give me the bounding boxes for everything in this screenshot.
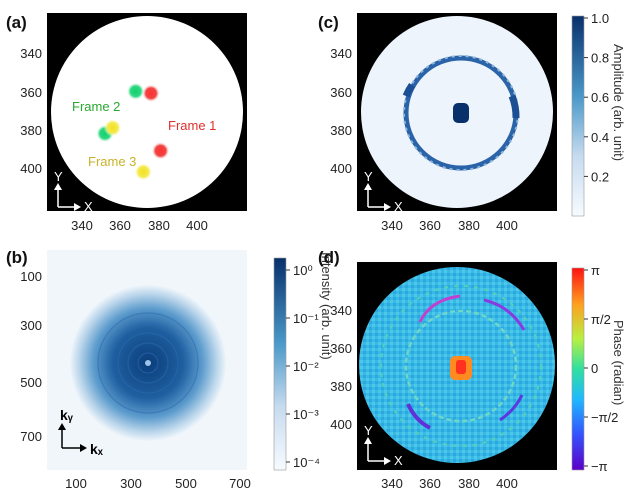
panel-b-yticks: 100 300 500 700 xyxy=(20,269,42,444)
panel-d-xtick: 400 xyxy=(496,476,518,491)
panel-c-axis-x: X xyxy=(394,199,403,214)
panel-b-colorbar-tick: 10⁻⁴ xyxy=(293,455,320,470)
panel-c-colorbar-tick: 0.6 xyxy=(591,90,609,105)
panel-b-colorbar-tick: 10⁻³ xyxy=(293,407,319,422)
panel-a-xtick: 400 xyxy=(186,218,208,233)
panel-b-label: (b) xyxy=(6,248,28,267)
panel-b-colorbar-tick: 10⁻² xyxy=(293,359,319,374)
frame-3-label: Frame 3 xyxy=(88,154,136,169)
panel-d-ytick: 360 xyxy=(330,341,352,356)
frame-2-label: Frame 2 xyxy=(72,99,120,114)
panel-c-xtick: 380 xyxy=(458,218,480,233)
panel-d-ytick: 380 xyxy=(330,379,352,394)
panel-a-xtick: 340 xyxy=(71,218,93,233)
panel-a-xtick: 360 xyxy=(109,218,131,233)
panel-b-center-dot xyxy=(145,360,151,366)
panel-b-xticks: 100 300 500 700 xyxy=(65,476,251,491)
panel-a-axis-y: Y xyxy=(54,169,63,184)
panel-d-colorbar-tick: 0 xyxy=(591,361,598,376)
panel-b-ytick: 500 xyxy=(20,375,42,390)
panel-d-xtick: 360 xyxy=(419,476,441,491)
panel-a-dot xyxy=(127,82,145,100)
panel-d-axis-y: Y xyxy=(364,423,373,438)
panel-a-ytick: 360 xyxy=(20,85,42,100)
panel-b-ytick: 300 xyxy=(20,318,42,333)
panel-c-xtick: 360 xyxy=(419,218,441,233)
panel-a-ytick: 400 xyxy=(20,161,42,176)
panel-c-xticks: 340 360 380 400 xyxy=(381,218,518,233)
panel-d-colorbar-tick: π/2 xyxy=(591,312,611,327)
panel-b-colorbar xyxy=(274,258,286,470)
panel-c-colorbar-tick: 1.0 xyxy=(591,11,609,26)
panel-a-axis-x: X xyxy=(84,199,93,214)
panel-c-ytick: 360 xyxy=(330,85,352,100)
panel-c-xtick: 400 xyxy=(496,218,518,233)
panel-c: (c) Y X 340 360 380 400 340 360 380 400 1.0 0.8… xyxy=(318,11,626,233)
panel-c-xtick: 340 xyxy=(381,218,403,233)
panel-c-colorbar xyxy=(572,16,584,216)
panel-a-dot xyxy=(142,84,160,102)
panel-d-center-core xyxy=(456,360,466,374)
panel-c-colorbar-tick: 0.2 xyxy=(591,169,609,184)
panel-d-ytick: 340 xyxy=(330,303,352,318)
panel-a-dot xyxy=(104,119,122,137)
panel-c-label: (c) xyxy=(318,13,339,32)
panel-a-xtick: 380 xyxy=(148,218,170,233)
panel-c-colorbar-label: Amplitude (arb. unit) xyxy=(611,44,626,161)
panel-c-axis-y: Y xyxy=(364,169,373,184)
panel-c-center xyxy=(453,103,469,123)
panel-c-ring-spot-right xyxy=(512,96,516,118)
panel-b-xtick: 300 xyxy=(120,476,142,491)
panel-d-colorbar-tick: −π/2 xyxy=(591,410,618,425)
panel-a-ytick: 380 xyxy=(20,123,42,138)
panel-c-yticks: 340 360 380 400 xyxy=(330,46,352,176)
panel-c-colorbar-tick: 0.4 xyxy=(591,130,609,145)
panel-b-colorbar-tick: 10⁰ xyxy=(293,263,313,278)
panel-b-xtick: 700 xyxy=(229,476,251,491)
panel-b-colorbar-ticks: 10⁰ 10⁻¹ 10⁻² 10⁻³ 10⁻⁴ xyxy=(286,263,320,470)
panel-d-ytick: 400 xyxy=(330,417,352,432)
panel-b-xtick: 500 xyxy=(175,476,197,491)
panel-d-label: (d) xyxy=(318,248,340,267)
panel-d-xticks: 340 360 380 400 xyxy=(381,476,518,491)
panel-a-dot xyxy=(152,142,170,160)
panel-a-label: (a) xyxy=(6,13,27,32)
panel-b-xtick: 100 xyxy=(65,476,87,491)
panel-b-colorbar-tick: 10⁻¹ xyxy=(293,311,319,326)
panel-c-ytick: 340 xyxy=(330,46,352,61)
panel-d-colorbar-label: Phase (radian) xyxy=(611,320,626,405)
panel-a-ytick: 340 xyxy=(20,46,42,61)
panel-a-xticks: 340 360 380 400 xyxy=(71,218,208,233)
panel-b-ytick: 100 xyxy=(20,269,42,284)
panel-c-colorbar-tick: 0.8 xyxy=(591,51,609,66)
panel-b-axis-y: kᵧ xyxy=(60,407,74,423)
panel-c-colorbar-ticks: 1.0 0.8 0.6 0.4 0.2 xyxy=(584,11,609,184)
panel-c-ytick: 380 xyxy=(330,123,352,138)
frame-1-label: Frame 1 xyxy=(168,118,216,133)
panel-d-xtick: 380 xyxy=(458,476,480,491)
panel-a-yticks: 340 360 380 400 xyxy=(20,46,42,176)
panel-d-xtick: 340 xyxy=(381,476,403,491)
panel-d-axis-x: X xyxy=(394,453,403,468)
panel-a: (a) Frame 1 Frame 2 Frame 3 Y X 340 360 38… xyxy=(6,13,247,233)
panel-b-axis-x: kₓ xyxy=(90,441,104,457)
panel-d-colorbar-tick: −π xyxy=(591,459,608,474)
panel-c-ytick: 400 xyxy=(330,161,352,176)
panel-d-colorbar-tick: π xyxy=(591,263,600,278)
panel-d: (d) Y X 340 360 380 400 340 360 380 400 π π/2 0 −… xyxy=(318,248,626,491)
panel-d-colorbar xyxy=(572,268,584,470)
panel-a-dot xyxy=(134,163,152,181)
panel-b-ytick: 700 xyxy=(20,429,42,444)
